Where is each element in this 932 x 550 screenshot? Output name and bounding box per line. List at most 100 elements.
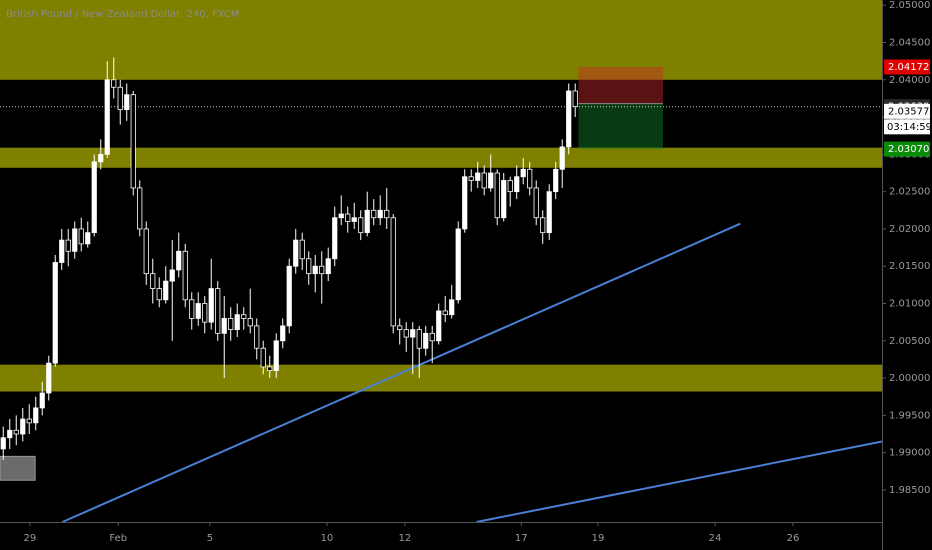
candle-body: [332, 217, 338, 260]
candle-body: [494, 172, 500, 219]
candle-body: [338, 213, 344, 219]
y-tick-label: 1.99500: [889, 410, 930, 421]
candle-body: [403, 329, 409, 338]
candle-body: [104, 79, 110, 155]
y-tick-label: 2.05000: [889, 0, 930, 11]
candle-body: [247, 318, 253, 327]
candle-body: [130, 94, 136, 189]
candle-body: [566, 90, 572, 148]
candle-body: [306, 258, 312, 275]
candle-body: [124, 94, 130, 111]
candle-body: [364, 209, 370, 234]
countdown: 03:14:59: [887, 122, 932, 133]
candle-body: [507, 180, 513, 193]
y-tick-label: 2.01500: [889, 261, 930, 272]
x-tick-label: 26: [787, 533, 800, 544]
candle-body: [351, 217, 357, 222]
candle-body: [182, 250, 188, 301]
candle-body: [358, 217, 364, 234]
candle-body: [111, 79, 117, 88]
candle-body: [299, 239, 305, 260]
candle-body: [462, 176, 468, 230]
candle-body: [143, 228, 149, 275]
candle-body: [26, 418, 32, 424]
candle-body: [78, 228, 84, 245]
candle-body: [98, 153, 104, 163]
candle-body: [455, 228, 461, 301]
candle-body: [449, 299, 455, 316]
y-tick-label: 2.00000: [889, 373, 930, 384]
candle-body: [202, 303, 208, 323]
price-label-bg: [884, 141, 930, 157]
candle-body: [319, 265, 325, 275]
candle-body: [293, 239, 299, 267]
price-label: 2.03070: [888, 144, 929, 155]
candle-body: [208, 288, 214, 323]
y-tick-label: 2.02500: [889, 187, 930, 198]
candle-body: [13, 429, 19, 435]
y-tick-label: 2.01000: [889, 299, 930, 310]
candle-body: [442, 310, 448, 316]
candle-body: [377, 209, 383, 219]
trend-line: [61, 222, 741, 523]
candle-body: [371, 209, 377, 219]
box: [0, 455, 36, 481]
candle-body: [59, 239, 65, 263]
y-tick-label: 1.99000: [889, 448, 930, 459]
candle-body: [241, 314, 247, 319]
candle-body: [221, 318, 227, 334]
candle-body: [260, 347, 266, 368]
plot-area: [0, 0, 883, 523]
zone: [0, 364, 882, 392]
candle-body: [345, 213, 351, 222]
candle-body: [117, 86, 123, 111]
candle-body: [85, 232, 91, 245]
target-zone: [578, 103, 663, 150]
candle-body: [0, 437, 6, 450]
candle-body: [325, 258, 331, 275]
candle-body: [572, 90, 578, 108]
candle-body: [514, 176, 520, 193]
candle-body: [546, 191, 552, 234]
candle-body: [280, 325, 286, 342]
candle-body: [163, 280, 169, 301]
candle-body: [286, 265, 292, 327]
candle-body: [189, 299, 195, 319]
candle-body: [150, 273, 156, 289]
candle-body: [20, 418, 26, 435]
candle-body: [468, 176, 474, 181]
candle-body: [156, 288, 162, 301]
y-tick-label: 2.00500: [889, 336, 930, 347]
candle-body: [72, 228, 78, 252]
zone: [0, 0, 882, 80]
candle-body: [312, 265, 318, 275]
candle-body: [520, 168, 526, 178]
x-tick-label: 12: [399, 533, 412, 544]
candle-body: [46, 362, 52, 394]
x-tick-label: 10: [321, 533, 334, 544]
candle-body: [195, 303, 201, 319]
zone: [0, 147, 882, 168]
candle-body: [273, 340, 279, 372]
candle-body: [481, 172, 487, 189]
y-tick-label: 2.04500: [889, 38, 930, 49]
candle-body: [169, 269, 175, 282]
candle-body: [267, 366, 273, 372]
candle-body: [501, 180, 507, 219]
candle-body: [234, 314, 240, 331]
candle-body: [176, 250, 182, 271]
candle-body: [397, 325, 403, 331]
stop-zone: [578, 66, 663, 104]
price-label-bg: [884, 59, 930, 75]
candle-body: [488, 172, 494, 189]
candle-body: [390, 217, 396, 327]
candle-body: [475, 172, 481, 181]
x-tick-label: 17: [515, 533, 528, 544]
trend-line: [476, 440, 883, 523]
candle-body: [91, 161, 97, 234]
candle-body: [410, 329, 416, 338]
chart-title: British Pound / New Zealand Dollar, 240,…: [6, 9, 240, 20]
x-tick-label: 5: [207, 533, 213, 544]
price-label: 2.03577: [888, 106, 929, 117]
